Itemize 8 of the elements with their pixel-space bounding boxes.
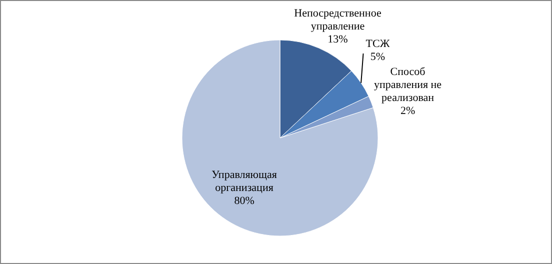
slice-label: Управляющая организация xyxy=(212,169,277,194)
slice-label: Способ управления не реализован xyxy=(374,66,442,104)
data-label: 13% xyxy=(328,34,348,46)
slice-label: Непосредственное управление xyxy=(294,8,382,33)
data-label: 80% xyxy=(234,195,254,208)
data-label: 2% xyxy=(400,105,416,118)
slice-label: ТСЖ xyxy=(366,38,390,50)
data-label: 5% xyxy=(370,51,386,64)
